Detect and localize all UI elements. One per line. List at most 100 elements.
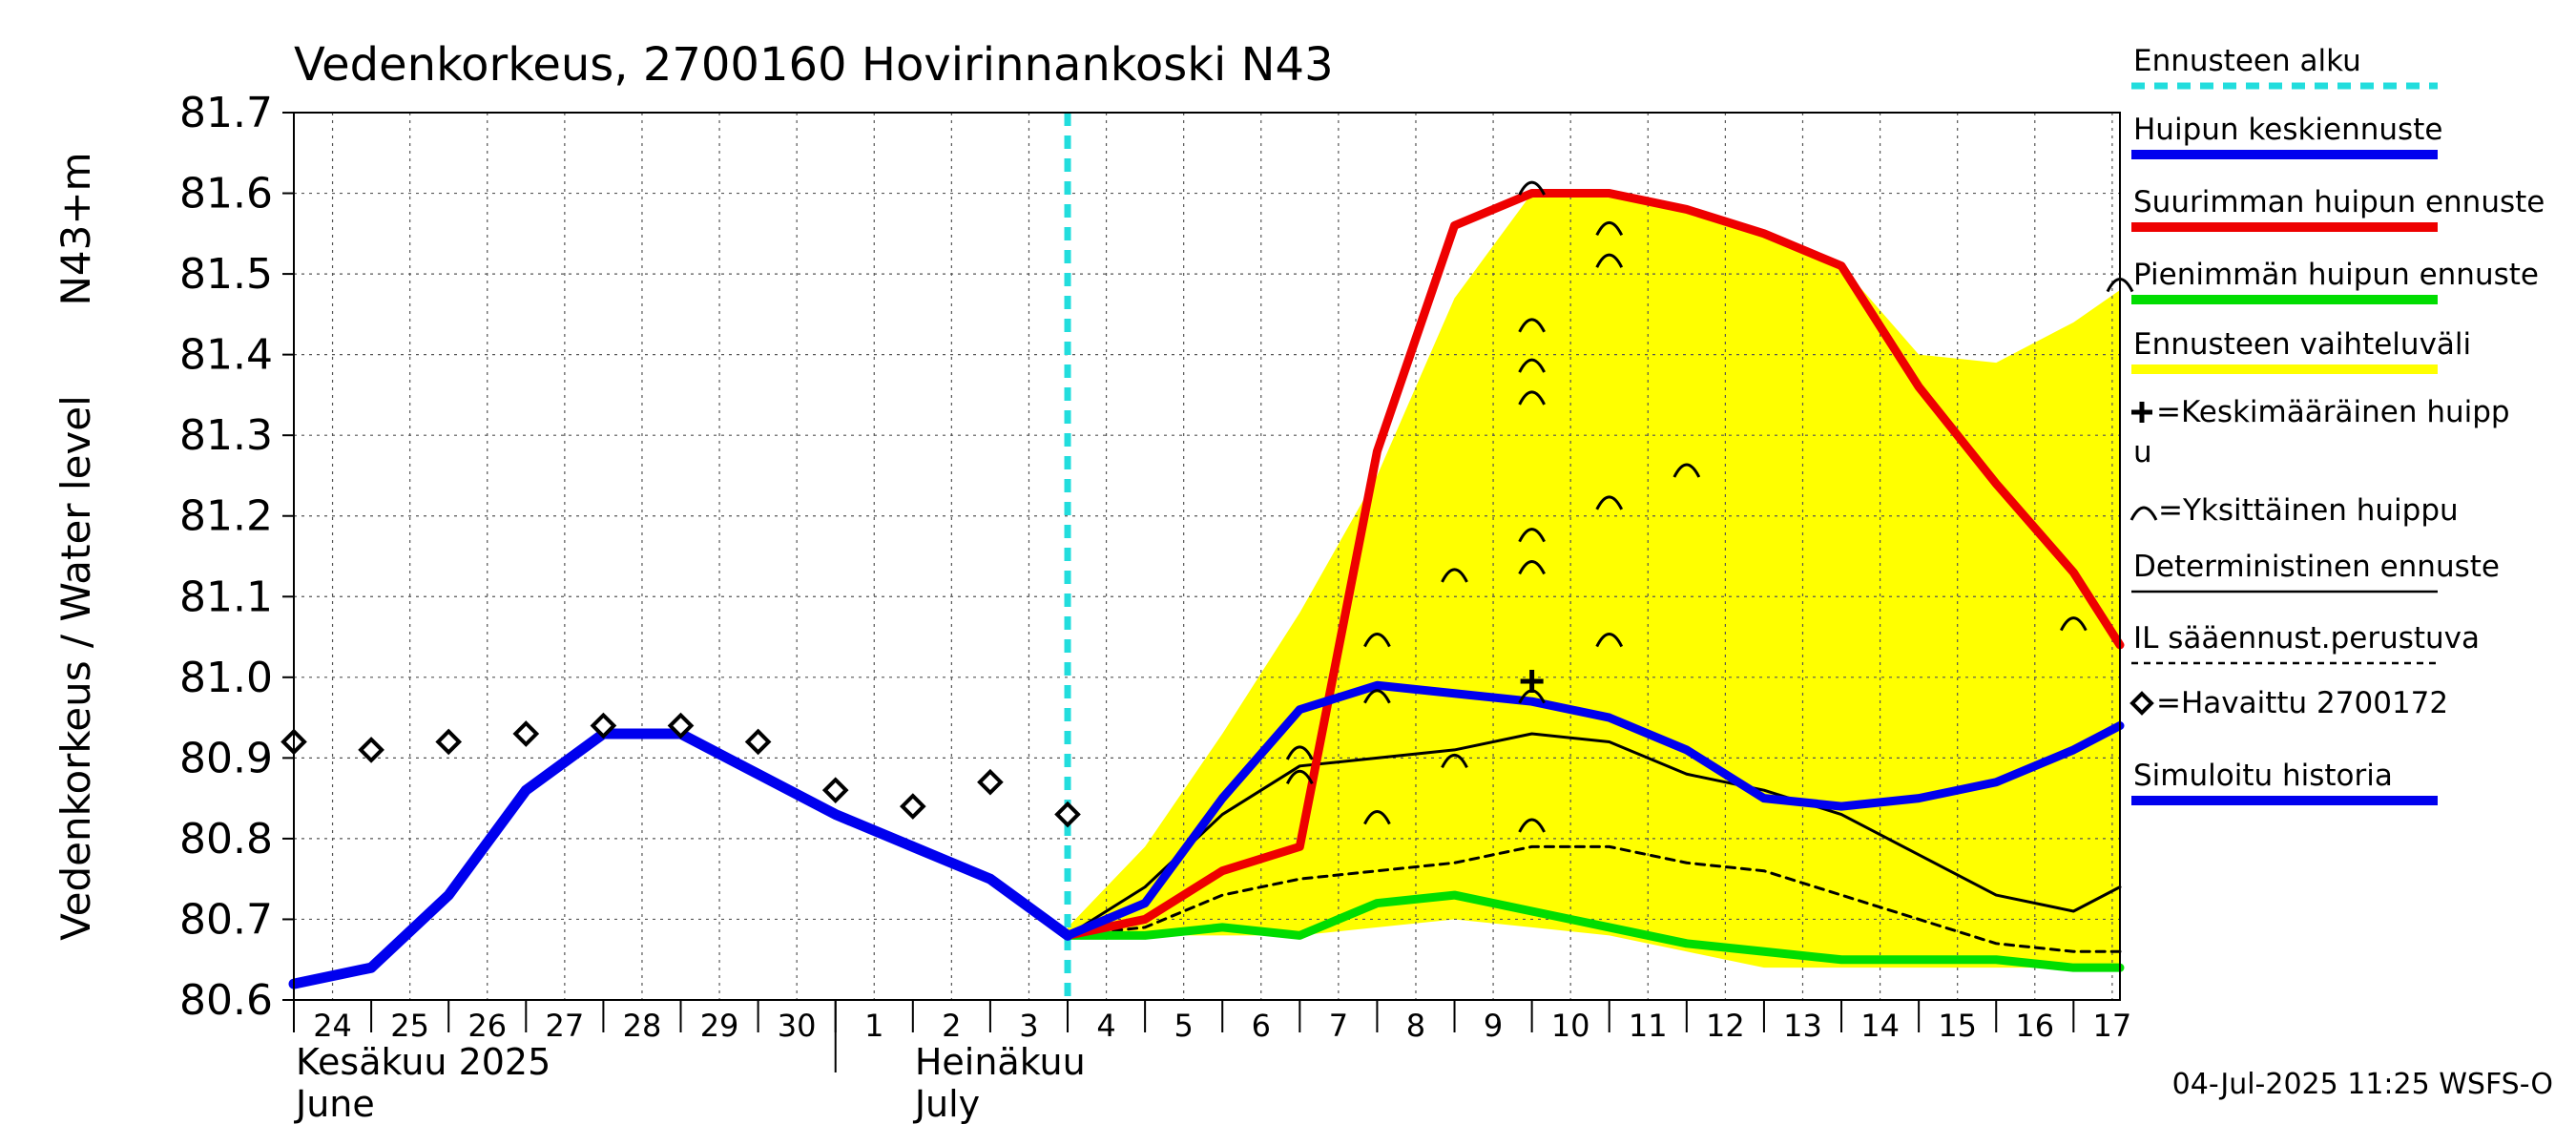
legend-entry: Huipun keskiennuste xyxy=(2131,113,2442,159)
individual-peak-marker xyxy=(1518,180,1546,196)
y-tick-label: 80.9 xyxy=(179,734,273,782)
y-tick-label: 80.7 xyxy=(179,895,273,944)
individual-peak-marker xyxy=(1285,745,1314,760)
legend-label: Suurimman huipun ennuste xyxy=(2133,185,2545,219)
legend-entry: Ennusteen vaihteluväli xyxy=(2131,327,2471,374)
legend-label: Huipun keskiennuste xyxy=(2133,113,2442,147)
series-weather-based xyxy=(1066,844,2122,953)
y-tick-label: 80.6 xyxy=(179,976,273,1025)
month-label-en: July xyxy=(913,1083,980,1125)
x-tick-label: 11 xyxy=(1629,1008,1668,1044)
y-tick-label: 80.8 xyxy=(179,815,273,864)
individual-peak-marker xyxy=(1518,318,1546,333)
y-tick-label: 81.2 xyxy=(179,492,273,541)
individual-peak-marker xyxy=(1363,633,1391,648)
x-tick-label: 24 xyxy=(313,1008,352,1044)
x-tick-label: 4 xyxy=(1096,1008,1115,1044)
observed-point xyxy=(899,793,926,820)
individual-peak-marker xyxy=(1285,769,1314,784)
observed-point xyxy=(590,712,617,739)
series xyxy=(280,113,2134,1000)
legend-entry: IL sääennust.perustuva xyxy=(2131,621,2480,665)
x-tick-label: 30 xyxy=(778,1008,817,1044)
x-tick-label: 16 xyxy=(2015,1008,2054,1044)
y-tick-label: 81.3 xyxy=(179,411,273,460)
y-tick-label: 81.7 xyxy=(179,89,273,137)
individual-peak-marker xyxy=(1518,528,1546,543)
legend-entry: =Yksittäinen huippu xyxy=(2129,493,2459,528)
series-mean-peak-forecast xyxy=(1063,680,2125,940)
forecast-range-band xyxy=(1068,193,2120,968)
individual-peak-marker xyxy=(1441,568,1468,583)
legend-label: Deterministinen ennuste xyxy=(2133,550,2500,584)
x-tick-label: 10 xyxy=(1551,1008,1590,1044)
x-tick-label: 8 xyxy=(1406,1008,1425,1044)
observed-point xyxy=(977,768,1004,796)
individual-peak-marker xyxy=(2059,616,2088,632)
legend-entry: Ennusteen alku xyxy=(2131,44,2438,90)
legend-label: =Keskimääräinen huipp xyxy=(2156,395,2510,429)
month-label: Kesäkuu 2025 xyxy=(296,1041,551,1083)
x-tick-label: 15 xyxy=(1938,1008,1977,1044)
x-tick-label: 5 xyxy=(1174,1008,1193,1044)
individual-peak-marker xyxy=(1518,818,1546,833)
individual-peak-marker xyxy=(1518,390,1546,406)
y-tick-label: 81.4 xyxy=(179,331,273,380)
legend-label: Pienimmän huipun ennuste xyxy=(2133,258,2539,292)
legend-entry: =Keskimääräinen huippu xyxy=(2131,395,2510,469)
x-tick-label: 1 xyxy=(864,1008,883,1044)
legend-label: =Yksittäinen huippu xyxy=(2158,493,2459,528)
legend-symbol xyxy=(2129,691,2154,716)
legend-label-continued: u xyxy=(2133,435,2152,469)
legend-entry: Deterministinen ennuste xyxy=(2131,550,2500,593)
individual-peak-marker xyxy=(1595,253,1624,268)
individual-peak-marker xyxy=(1441,753,1468,769)
y-tick-label: 81.5 xyxy=(179,250,273,299)
plot-area xyxy=(1068,193,2120,968)
series-min-peak-forecast xyxy=(1063,890,2125,972)
legend-entry: =Havaittu 2700172 xyxy=(2129,686,2448,720)
individual-peak-marker xyxy=(1363,810,1391,825)
individual-peak-marker xyxy=(1595,220,1624,237)
individual-peak-marker xyxy=(1672,463,1701,478)
legend-label: Simuloitu historia xyxy=(2133,759,2393,793)
axes: 80.6 80.7 80.8 80.9 81.0 81.1 81.2 81.3 81.4 81.5… xyxy=(179,89,2131,1125)
x-tick-label: 9 xyxy=(1484,1008,1503,1044)
x-tick-label: 29 xyxy=(700,1008,739,1044)
y-axis-unit-label: N43+m xyxy=(52,153,99,306)
legend-label: =Havaittu 2700172 xyxy=(2156,686,2448,720)
legend-label: Ennusteen alku xyxy=(2133,44,2361,78)
y-tick-label: 81.0 xyxy=(179,654,273,702)
x-tick-label: 25 xyxy=(390,1008,429,1044)
observed-point xyxy=(435,728,463,756)
legend-symbol xyxy=(2129,506,2158,521)
x-tick-label: 7 xyxy=(1329,1008,1348,1044)
series-deterministic xyxy=(1066,732,2122,937)
x-tick-label: 12 xyxy=(1706,1008,1745,1044)
x-tick-label: 28 xyxy=(623,1008,662,1044)
individual-peak-marker xyxy=(1595,633,1624,648)
y-tick-label: 81.6 xyxy=(179,170,273,219)
observed-point xyxy=(744,728,772,756)
timestamp-footer: 04-Jul-2025 11:25 WSFS-O xyxy=(2172,1068,2553,1101)
legend-entry: Pienimmän huipun ennuste xyxy=(2131,258,2539,304)
legend-entry: Suurimman huipun ennuste xyxy=(2131,185,2545,232)
observed-point xyxy=(821,777,849,804)
individual-peak-marker xyxy=(1595,495,1624,510)
observed-point xyxy=(1054,801,1081,828)
x-tick-label: 26 xyxy=(467,1008,507,1044)
individual-peak-marker xyxy=(1363,689,1391,704)
y-axis-label: Vedenkorkeus / Water level xyxy=(52,395,99,941)
legend-entry: Simuloitu historia xyxy=(2131,759,2438,805)
legend-symbol xyxy=(2131,402,2152,423)
month-label: Heinäkuu xyxy=(915,1041,1086,1083)
individual-peak-marker xyxy=(1518,559,1546,575)
individual-peak-marker xyxy=(1518,358,1546,373)
x-tick-label: 3 xyxy=(1019,1008,1038,1044)
plot-frame xyxy=(293,112,2121,1001)
legend: Ennusteen alku Huipun keskiennuste Suurimm… xyxy=(2129,44,2545,805)
y-tick-label: 81.1 xyxy=(179,572,273,621)
observed-point xyxy=(512,720,540,747)
x-tick-label: 17 xyxy=(2093,1008,2132,1044)
